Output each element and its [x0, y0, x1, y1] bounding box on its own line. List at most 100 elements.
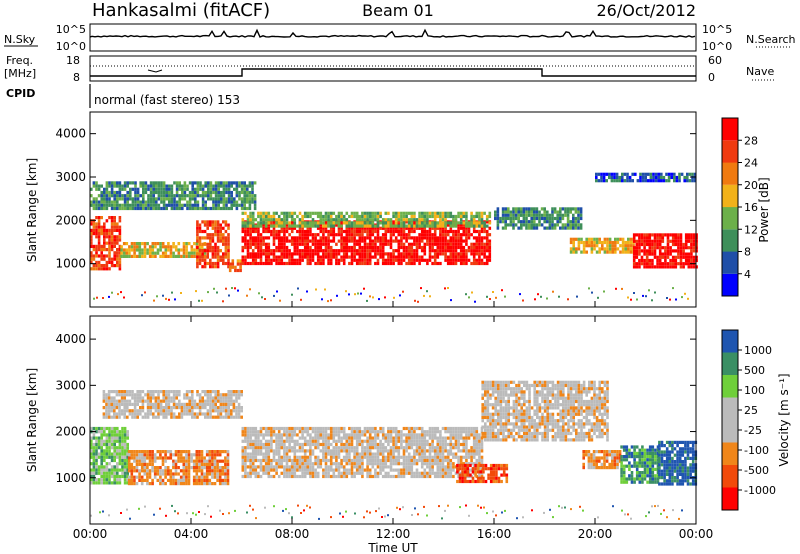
heatmap-cell — [374, 249, 377, 253]
heatmap-cell — [695, 242, 698, 247]
heatmap-cell — [311, 242, 315, 246]
heatmap-cell — [148, 459, 152, 463]
heatmap-cell — [113, 399, 116, 403]
heatmap-cell — [319, 426, 323, 431]
heatmap-cell — [376, 249, 380, 253]
heatmap-cell — [182, 459, 186, 463]
heatmap-cell — [144, 291, 146, 294]
heatmap-cell — [387, 226, 390, 230]
heatmap-cell — [475, 258, 479, 262]
heatmap-cell — [379, 446, 382, 450]
heatmap-cell — [381, 436, 385, 440]
heatmap-cell — [658, 252, 662, 256]
heatmap-cell — [603, 237, 607, 241]
heatmap-cell — [95, 222, 98, 226]
heatmap-cell — [303, 239, 307, 243]
heatmap-cell — [198, 229, 202, 234]
heatmap-cell — [100, 439, 103, 443]
heatmap-cell — [113, 264, 116, 268]
heatmap-cell — [153, 459, 157, 463]
heatmap-cell — [207, 187, 210, 191]
heatmap-cell — [327, 252, 330, 256]
heatmap-cell — [301, 468, 304, 472]
heatmap-cell — [574, 210, 578, 214]
heatmap-cell — [246, 430, 250, 434]
heatmap-cell — [227, 258, 230, 262]
heatmap-cell — [454, 261, 458, 266]
heatmap-cell — [345, 468, 349, 472]
heatmap-cell — [342, 430, 346, 434]
heatmap-cell — [368, 474, 372, 479]
heatmap-cell — [105, 433, 109, 437]
heatmap-cell — [144, 203, 148, 207]
heatmap-cell — [363, 242, 367, 246]
heatmap-cell — [337, 446, 341, 450]
heatmap-cell — [141, 294, 143, 297]
heatmap-cell — [381, 446, 385, 450]
heatmap-cell — [180, 406, 184, 410]
heatmap-cell — [509, 223, 513, 227]
heatmap-cell — [267, 252, 271, 256]
heatmap-cell — [290, 220, 294, 224]
heatmap-cell — [340, 239, 343, 243]
heatmap-cell — [322, 426, 325, 431]
heatmap-cell — [342, 214, 346, 219]
heatmap-cell — [426, 229, 429, 234]
heatmap-cell — [108, 197, 111, 201]
heatmap-cell — [251, 433, 255, 437]
heatmap-cell — [262, 239, 265, 243]
heatmap-cell — [123, 430, 127, 434]
heatmap-cell — [296, 249, 299, 253]
heatmap-cell — [559, 213, 562, 217]
heatmap-cell — [110, 396, 113, 400]
heatmap-cell — [348, 449, 351, 453]
heatmap-cell — [185, 472, 188, 476]
heatmap-cell — [165, 206, 168, 211]
heatmap-cell — [259, 261, 263, 266]
heatmap-cell — [679, 258, 683, 263]
heatmap-cell — [172, 453, 175, 457]
heatmap-cell — [246, 239, 250, 243]
heatmap-cell — [262, 465, 265, 469]
heatmap-cell — [251, 190, 254, 195]
heatmap-cell — [204, 194, 207, 198]
heatmap-cell — [389, 255, 393, 259]
heatmap-cell — [392, 214, 395, 219]
heatmap-cell — [405, 465, 408, 469]
heatmap-cell — [465, 255, 468, 259]
nsearch-tick-bottom: 10^0 — [702, 40, 732, 53]
heatmap-cell — [635, 233, 639, 237]
heatmap-cell — [389, 226, 393, 230]
heatmap-cell — [147, 194, 150, 198]
heatmap-cell — [285, 239, 289, 243]
heatmap-cell — [329, 465, 333, 469]
heatmap-cell — [174, 245, 178, 249]
heatmap-cell — [340, 430, 343, 434]
heatmap-cell — [579, 216, 583, 221]
heatmap-cell — [257, 221, 260, 225]
heatmap-cell — [410, 249, 414, 253]
heatmap-cell — [298, 442, 302, 447]
heatmap-cell — [257, 439, 260, 443]
heatmap-cell — [658, 262, 662, 266]
heatmap-cell — [446, 233, 450, 237]
heatmap-cell — [520, 210, 523, 214]
heatmap-cell — [249, 468, 252, 472]
heatmap-cell — [314, 249, 317, 253]
heatmap-cell — [118, 478, 122, 482]
heatmap-cell — [303, 474, 307, 479]
heatmap-cell — [92, 478, 96, 482]
heatmap-cell — [418, 214, 421, 219]
heatmap-cell — [97, 241, 101, 245]
heatmap-cell — [121, 184, 124, 188]
heatmap-cell — [211, 220, 215, 224]
heatmap-cell — [264, 226, 268, 230]
heatmap-cell — [92, 471, 96, 475]
heatmap-cell — [457, 239, 460, 243]
heatmap-cell — [224, 229, 228, 234]
heatmap-cell — [376, 258, 380, 262]
heatmap-cell — [400, 446, 403, 450]
beam-title: Beam 01 — [362, 1, 434, 20]
heatmap-cell — [138, 248, 142, 252]
